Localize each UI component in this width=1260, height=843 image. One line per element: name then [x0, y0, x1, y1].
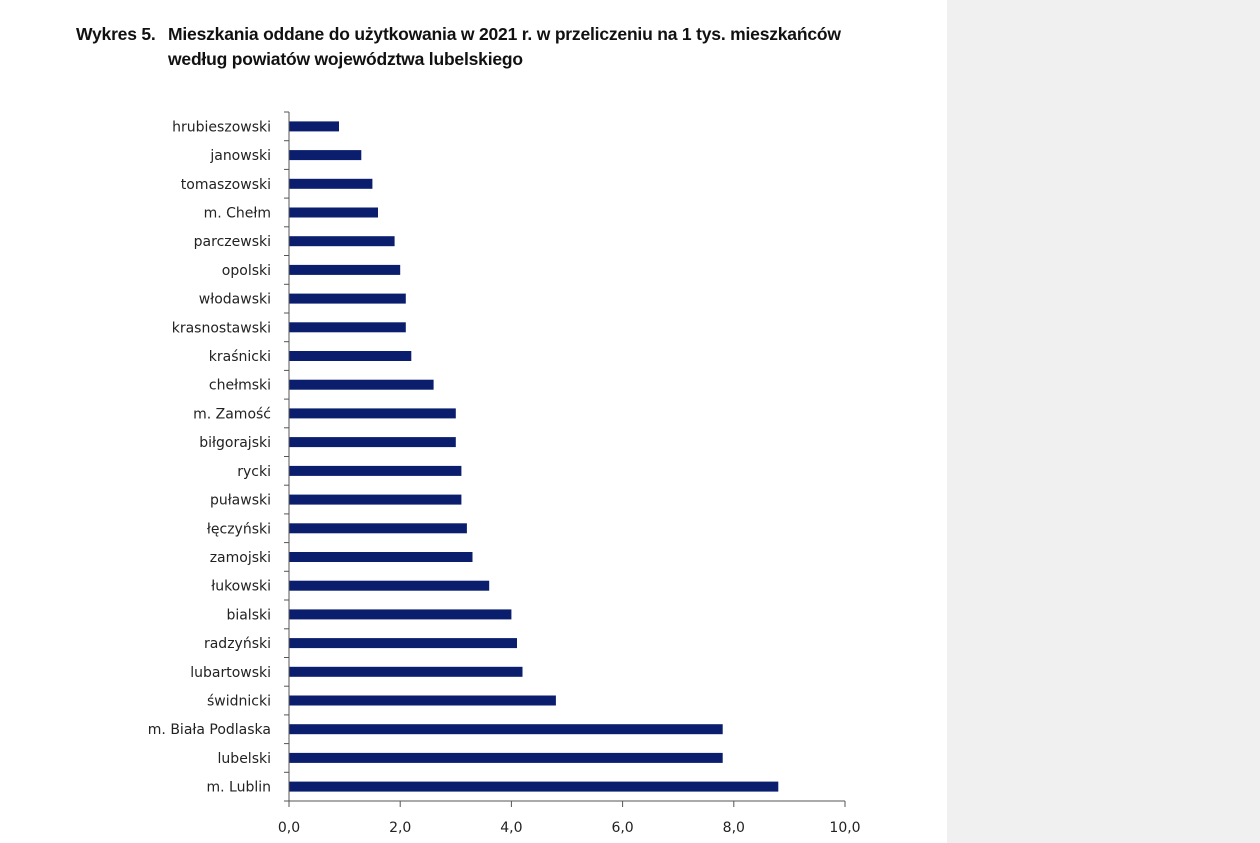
category-label: parczewski: [194, 234, 271, 250]
bar: [289, 552, 473, 562]
bar: [289, 724, 723, 735]
category-label: tomaszowski: [181, 177, 271, 193]
bar: [289, 178, 373, 189]
bar: [289, 523, 467, 534]
bar: [289, 580, 490, 591]
category-label: janowski: [209, 148, 271, 164]
bar: [289, 666, 523, 677]
bar: [289, 609, 512, 620]
category-label: m. Chełm: [204, 206, 271, 222]
category-label: łukowski: [211, 579, 271, 595]
category-label: lubelski: [218, 751, 271, 767]
bar-chart: hrubieszowski janowski tomaszowski m. Chełm…: [148, 111, 861, 836]
x-tick-label: 2,0: [389, 820, 411, 836]
category-label: m. Zamość: [193, 406, 271, 422]
bar: [289, 379, 434, 390]
category-label: puławski: [210, 493, 271, 509]
category-label: lubartowski: [190, 665, 271, 681]
bar: [289, 408, 456, 419]
bar: [289, 638, 517, 649]
category-label: m. Biała Podlaska: [148, 722, 271, 738]
chart-title-line-1: Mieszkania oddane do użytkowania w 2021 …: [168, 24, 841, 44]
bar: [289, 351, 412, 361]
category-label: włodawski: [199, 292, 271, 308]
category-label: hrubieszowski: [172, 119, 271, 135]
bar: [289, 465, 462, 476]
category-label: m. Lublin: [206, 780, 271, 796]
bar: [289, 437, 456, 448]
category-label: krasnostawski: [172, 320, 271, 336]
bar: [289, 150, 362, 161]
x-tick-label: 10,0: [829, 820, 860, 836]
x-tick-label: 6,0: [611, 820, 633, 836]
category-label: łęczyński: [207, 521, 271, 537]
x-tick-labels: 0,0 2,0 4,0 6,0 8,0 10,0: [278, 820, 861, 836]
category-label: chełmski: [209, 378, 271, 394]
category-label: świdnicki: [207, 694, 271, 710]
category-label: zamojski: [210, 550, 271, 566]
category-label: bialski: [226, 607, 271, 623]
bar: [289, 494, 462, 505]
category-label: opolski: [222, 263, 271, 279]
x-tick-label: 8,0: [723, 820, 745, 836]
x-tick-label: 0,0: [278, 820, 300, 836]
chart-number-label: Wykres 5.: [76, 24, 156, 44]
axes-group: [284, 111, 846, 807]
bar: [289, 264, 401, 275]
chart-title-line-2: według powiatów województwa lubelskiego: [168, 49, 523, 69]
category-labels: hrubieszowski janowski tomaszowski m. Chełm…: [148, 119, 271, 795]
bar: [289, 752, 723, 763]
category-label: biłgorajski: [199, 435, 271, 451]
side-panel: [947, 0, 1260, 843]
category-label: kraśnicki: [209, 349, 271, 365]
bar: [289, 695, 556, 706]
bar: [289, 236, 395, 247]
bar: [289, 322, 406, 333]
x-tick-label: 4,0: [500, 820, 522, 836]
category-label: rycki: [237, 464, 271, 480]
bar: [289, 207, 378, 218]
bar: [289, 293, 406, 304]
bar: [289, 781, 779, 792]
bars-group: [289, 121, 779, 792]
category-label: radzyński: [204, 636, 271, 652]
bar: [289, 121, 339, 132]
